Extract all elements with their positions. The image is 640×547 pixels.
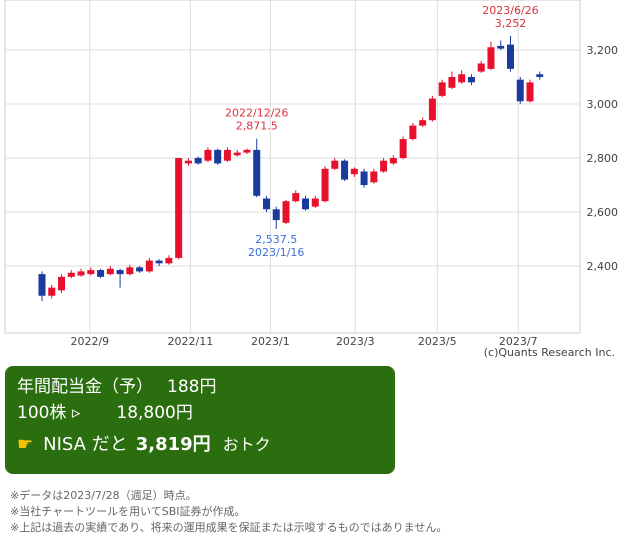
candle-body [233,152,241,156]
candle-body [536,74,544,77]
candle-body [389,157,397,164]
x-tick-label: 2023/1 [251,335,290,348]
x-tick-label: 2023/7 [499,335,538,348]
candle-body [262,198,270,210]
candle-body [331,160,339,169]
note: ※上記は過去の実績であり、将来の運用成果を保証または示唆するものではありません。 [10,521,448,534]
candle-body [428,98,436,121]
candle-body [48,287,56,296]
candle-body [58,276,66,291]
candle-body [487,47,495,69]
candle-body [506,44,514,69]
candle-body [419,120,427,126]
candle-body [145,260,153,272]
candle-body [438,82,446,96]
candle-body [223,149,231,161]
candle-body [243,149,251,153]
candle-body [204,149,212,161]
candle-body [136,267,144,272]
dividend-row: 年間配当金（予） 188円 [17,374,383,400]
candle-body [175,157,183,258]
suffix: おトク [222,435,271,454]
candle-body [350,168,358,175]
candle-body [116,270,124,275]
candle-body [253,149,261,196]
y-tick-label: 3,000 [587,98,619,111]
candle-body [67,272,75,277]
candle-body [155,260,163,264]
x-tick-label: 2023/5 [418,335,457,348]
candle-body [165,257,173,264]
note: ※当社チャートツールを用いてSBI証券が作成。 [10,505,246,518]
candle-body [516,79,524,102]
candle-body [272,209,280,221]
note: ※データは2023/7/28（週足）時点。 [10,489,197,502]
candle-body [311,198,319,207]
annotation: 2022/12/26 [225,107,288,120]
candle-body [77,271,85,276]
annotation: 2,537.5 [255,233,297,246]
annotation: 2023/1/16 [248,246,304,259]
x-tick-label: 2022/11 [168,335,214,348]
candle-body [458,74,466,83]
candle-body [321,168,329,202]
candle-body [467,76,475,83]
shares-row: 100株 ▹ 18,800円 [17,400,383,426]
candle-body [106,268,114,275]
y-tick-label: 3,200 [587,44,619,57]
info-box: 年間配当金（予） 188円 100株 ▹ 18,800円 ☛ NISA だと 3,819… [5,366,395,474]
value: 188円 [167,377,217,397]
candle-body [380,160,388,172]
source: (c)Quants Research Inc. [484,346,615,359]
candle-body [97,270,105,277]
candle-body [184,160,192,164]
candle-body [194,157,202,164]
candle-body [399,139,407,158]
plot-frame [4,0,581,334]
nisa-row: ☛ NISA だと 3,819円 おトク [17,432,383,458]
candle-body [214,149,222,164]
annotation: 3,252 [495,17,527,30]
candle-body [282,201,290,223]
candle-body [292,193,300,202]
candle-body [409,125,417,140]
label: NISA だと [43,434,128,455]
candle-body [87,270,95,275]
chart: (c)Quants Research Inc. 2,400 2,600 2,800 3… [4,0,619,359]
x-tick-label: 2022/9 [70,335,109,348]
candle-body [341,160,349,180]
label: 年間配当金（予） [17,377,153,397]
candle-body [477,63,485,72]
y-tick-label: 2,600 [587,206,619,219]
y-tick-label: 2,400 [587,260,619,273]
candle-body [302,198,310,210]
annotation: 2,871.5 [236,120,278,133]
notes: ※データは2023/7/28（週足）時点。 ※当社チャートツールを用いてSBI証… [10,488,447,536]
x-tick-label: 2023/3 [336,335,375,348]
label: 100株 ▹ [17,403,81,423]
candle-body [126,267,134,275]
value: 18,800円 [116,403,193,423]
candle-body [38,274,46,296]
candle-body [448,76,456,88]
candle-body [526,82,534,102]
annotation: 2023/6/26 [482,4,538,17]
value: 3,819円 [135,434,211,455]
candle-body [360,171,368,185]
y-tick-label: 2,800 [587,152,619,165]
icon: ☛ [17,434,34,455]
candle-body [497,45,505,49]
candle-body [370,171,378,183]
